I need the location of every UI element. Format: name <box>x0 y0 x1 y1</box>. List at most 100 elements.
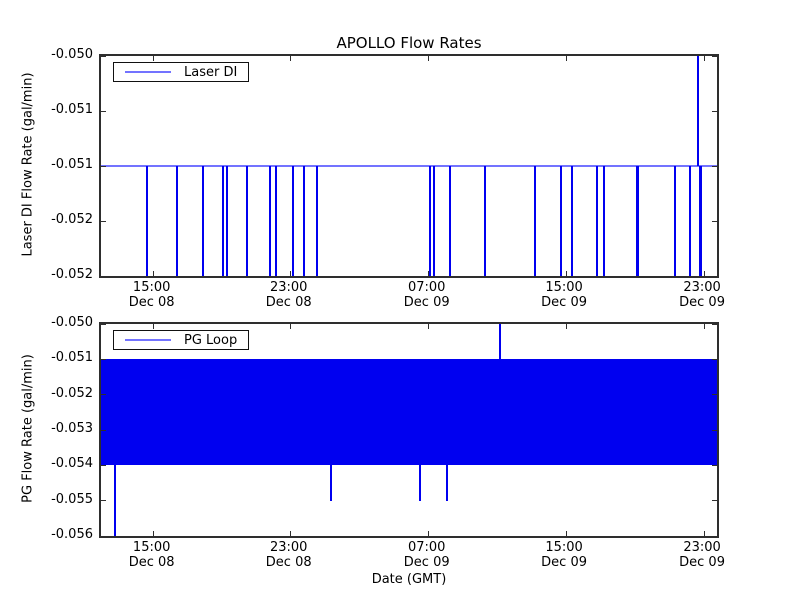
x-tick-mark <box>565 271 567 276</box>
x-tick-mark <box>703 56 705 61</box>
legend-line-sample-icon <box>125 339 171 341</box>
series-spike <box>176 166 179 276</box>
x-tick-mark <box>153 531 155 536</box>
x-tick-label: 23:00 Dec 09 <box>657 540 747 570</box>
x-tick-mark <box>428 324 430 329</box>
bottom-plot: PG Loop <box>99 322 719 538</box>
series-spike <box>268 166 271 276</box>
series-spike <box>329 465 332 501</box>
series-spike <box>274 166 277 276</box>
y-tick-mark <box>712 55 717 57</box>
legend-line-sample-icon <box>125 71 171 73</box>
y-tick-mark <box>712 358 717 360</box>
series-spike <box>145 166 148 276</box>
series-spike <box>113 465 116 536</box>
series-baseline <box>101 165 717 167</box>
series-spike <box>448 166 451 276</box>
y-tick-mark <box>712 323 717 325</box>
x-tick-mark <box>565 324 567 329</box>
y-tick-mark <box>101 394 106 396</box>
y-tick-mark <box>101 165 106 167</box>
x-tick-time: 23:00 <box>269 540 308 555</box>
x-tick-label: 23:00 Dec 08 <box>244 280 334 310</box>
y-tick-label: -0.052 <box>51 385 93 401</box>
x-tick-mark <box>703 324 705 329</box>
x-tick-date: Dec 08 <box>128 555 175 570</box>
y-tick-mark <box>712 275 717 277</box>
series-spike <box>245 166 248 276</box>
x-tick-label: 23:00 Dec 08 <box>244 540 334 570</box>
x-tick-date: Dec 09 <box>679 555 725 570</box>
series-spike <box>688 166 691 276</box>
x-tick-date: Dec 08 <box>265 555 312 570</box>
x-tick-label: 07:00 Dec 09 <box>382 540 472 570</box>
x-tick-time: 15:00 <box>132 540 171 555</box>
x-tick-mark <box>565 56 567 61</box>
series-spike <box>419 465 422 501</box>
series-spike <box>428 166 431 276</box>
x-axis-label: Date (GMT) <box>371 572 447 587</box>
x-tick-label: 23:00 Dec 09 <box>657 280 747 310</box>
x-tick-mark <box>428 531 430 536</box>
y-tick-mark <box>101 464 106 466</box>
y-axis-label-pg: PG Flow Rate (gal/min) <box>20 354 36 503</box>
series-spike <box>534 166 537 276</box>
y-tick-label: -0.055 <box>51 491 93 507</box>
x-tick-time: 23:00 <box>269 280 308 295</box>
series-spike <box>602 166 605 276</box>
series-spike <box>560 166 563 276</box>
series-spike <box>698 166 702 276</box>
y-axis-label-laser-di: Laser DI Flow Rate (gal/min) <box>20 72 36 257</box>
series-spike <box>221 166 224 276</box>
x-tick-date: Dec 09 <box>403 555 450 570</box>
top-plot: Laser DI <box>99 54 719 278</box>
series-spike <box>432 166 435 276</box>
series-spike <box>201 166 204 276</box>
legend-label: Laser DI <box>184 64 238 80</box>
series-spike <box>636 166 640 276</box>
series-spike <box>315 166 318 276</box>
x-tick-time: 07:00 <box>407 540 446 555</box>
x-tick-mark <box>290 531 292 536</box>
chart-title: APOLLO Flow Rates <box>336 34 482 52</box>
y-tick-mark <box>101 275 106 277</box>
x-tick-mark <box>428 56 430 61</box>
x-tick-label: 15:00 Dec 08 <box>107 280 197 310</box>
x-tick-date: Dec 09 <box>679 295 725 310</box>
series-spike <box>445 465 448 501</box>
y-tick-mark <box>101 323 106 325</box>
x-tick-mark <box>428 271 430 276</box>
x-tick-label: 15:00 Dec 09 <box>519 540 609 570</box>
series-spike <box>226 166 229 276</box>
x-tick-mark <box>290 324 292 329</box>
x-tick-mark <box>290 56 292 61</box>
y-tick-mark <box>101 358 106 360</box>
x-tick-mark <box>153 271 155 276</box>
y-tick-label: -0.050 <box>51 47 93 62</box>
x-tick-label: 07:00 Dec 09 <box>382 280 472 310</box>
x-tick-date: Dec 08 <box>265 295 312 310</box>
y-tick-mark <box>712 165 717 167</box>
x-tick-date: Dec 09 <box>403 295 450 310</box>
y-tick-mark <box>101 535 106 537</box>
y-tick-mark <box>101 500 106 502</box>
y-tick-mark <box>101 429 106 431</box>
y-tick-label: -0.053 <box>51 421 93 436</box>
y-tick-label: -0.051 <box>51 350 93 366</box>
series-spike <box>302 166 305 276</box>
legend-pg-loop: PG Loop <box>113 330 250 350</box>
legend-label: PG Loop <box>184 332 238 348</box>
y-tick-mark <box>712 394 717 396</box>
x-tick-time: 23:00 <box>683 280 721 295</box>
x-tick-mark <box>153 324 155 329</box>
series-spike <box>571 166 574 276</box>
y-tick-label: -0.056 <box>51 527 93 542</box>
x-tick-time: 15:00 <box>545 540 583 555</box>
series-spike <box>696 56 699 166</box>
series-spike <box>291 166 294 276</box>
y-tick-label: -0.052 <box>51 267 93 282</box>
x-tick-mark <box>565 531 567 536</box>
y-tick-mark <box>101 220 106 222</box>
y-tick-label: -0.051 <box>51 102 93 117</box>
y-tick-mark <box>712 429 717 431</box>
